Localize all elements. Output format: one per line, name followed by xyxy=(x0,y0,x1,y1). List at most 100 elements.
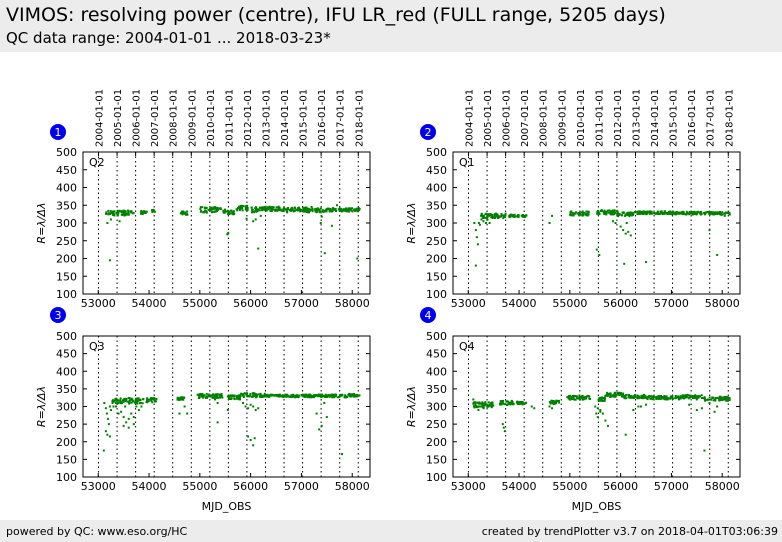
top-date-label: 2012-01-01 xyxy=(613,89,624,147)
data-point xyxy=(127,417,130,420)
data-point xyxy=(613,395,616,398)
data-point xyxy=(246,208,249,211)
data-point xyxy=(204,207,207,210)
data-point xyxy=(578,213,581,216)
data-point xyxy=(499,215,502,218)
data-point xyxy=(579,396,582,399)
data-point xyxy=(481,402,484,405)
data-point xyxy=(607,211,610,214)
data-point xyxy=(663,397,666,400)
data-point xyxy=(642,212,645,215)
badge-circle xyxy=(50,124,66,140)
data-point xyxy=(498,215,501,218)
data-point xyxy=(226,233,229,236)
data-point xyxy=(237,397,240,400)
data-point xyxy=(606,209,609,212)
data-point xyxy=(125,421,128,424)
data-point xyxy=(297,207,300,210)
data-point xyxy=(202,211,205,214)
data-point xyxy=(127,397,130,400)
data-point xyxy=(474,402,477,405)
data-point xyxy=(260,396,263,399)
y-tick-label: 450 xyxy=(426,164,447,177)
data-point xyxy=(273,208,276,211)
data-point xyxy=(238,209,241,212)
data-point xyxy=(263,206,266,209)
data-point xyxy=(145,210,148,213)
chart-panel-2: 2004-01-01 2005-01-01 2006-01-01 2007-01-01… xyxy=(405,89,741,310)
data-point xyxy=(579,211,582,214)
data-point xyxy=(266,394,269,397)
data-point xyxy=(282,207,285,210)
data-point xyxy=(669,395,672,398)
data-point xyxy=(127,209,130,212)
data-point xyxy=(211,208,214,211)
data-point xyxy=(622,395,625,398)
top-date-label: 2017-01-01 xyxy=(706,89,717,147)
data-point xyxy=(609,394,612,397)
data-point xyxy=(548,405,551,408)
x-tick-label: 57000 xyxy=(654,480,689,493)
data-point xyxy=(695,396,698,399)
data-point xyxy=(205,395,208,398)
data-point xyxy=(599,409,602,412)
data-point xyxy=(726,211,729,214)
data-point xyxy=(625,213,628,216)
data-point xyxy=(580,395,583,398)
data-point xyxy=(680,396,683,399)
data-point xyxy=(596,212,599,215)
data-point xyxy=(136,400,139,403)
data-point xyxy=(130,210,133,213)
data-point xyxy=(477,222,480,224)
data-point xyxy=(233,210,236,213)
data-point xyxy=(116,213,119,216)
data-point xyxy=(268,394,271,397)
data-point xyxy=(477,409,480,412)
data-point xyxy=(124,405,127,408)
data-point xyxy=(123,212,126,215)
data-point xyxy=(112,213,115,216)
data-point xyxy=(141,213,144,216)
data-point xyxy=(357,208,360,211)
data-point xyxy=(254,206,257,209)
data-point xyxy=(331,396,334,399)
y-tick-label: 450 xyxy=(426,348,447,361)
data-point xyxy=(105,211,108,214)
data-point xyxy=(102,449,105,452)
data-point xyxy=(617,391,620,394)
data-point xyxy=(215,208,218,211)
y-tick-label: 300 xyxy=(56,217,77,230)
data-point xyxy=(246,207,249,210)
y-tick-label: 150 xyxy=(426,453,447,466)
data-point xyxy=(725,395,728,398)
data-point xyxy=(321,393,324,396)
data-point xyxy=(666,211,669,214)
data-point xyxy=(111,401,114,404)
data-point xyxy=(510,400,513,403)
data-point xyxy=(348,395,351,398)
data-point xyxy=(130,397,133,400)
data-point xyxy=(352,394,355,397)
data-point xyxy=(304,209,307,212)
data-point xyxy=(104,430,107,433)
data-point xyxy=(575,395,578,398)
data-point xyxy=(502,402,505,405)
chart-panel-4: 100 150 200 250 300 350 400 450 500 53000 54000 550… xyxy=(405,307,741,513)
data-point xyxy=(666,396,669,399)
data-point xyxy=(568,398,571,401)
data-point xyxy=(254,209,257,212)
data-point xyxy=(216,401,219,404)
data-point xyxy=(140,405,143,408)
data-point xyxy=(521,214,524,217)
data-point xyxy=(695,398,698,401)
data-point xyxy=(237,398,240,401)
data-point xyxy=(114,401,117,404)
x-tick-label: 55000 xyxy=(182,297,217,310)
data-point xyxy=(654,213,657,216)
data-point xyxy=(654,396,657,399)
data-point xyxy=(721,211,724,214)
data-point xyxy=(297,396,300,399)
data-point xyxy=(625,212,628,215)
data-point xyxy=(700,394,703,397)
data-point xyxy=(689,394,692,397)
